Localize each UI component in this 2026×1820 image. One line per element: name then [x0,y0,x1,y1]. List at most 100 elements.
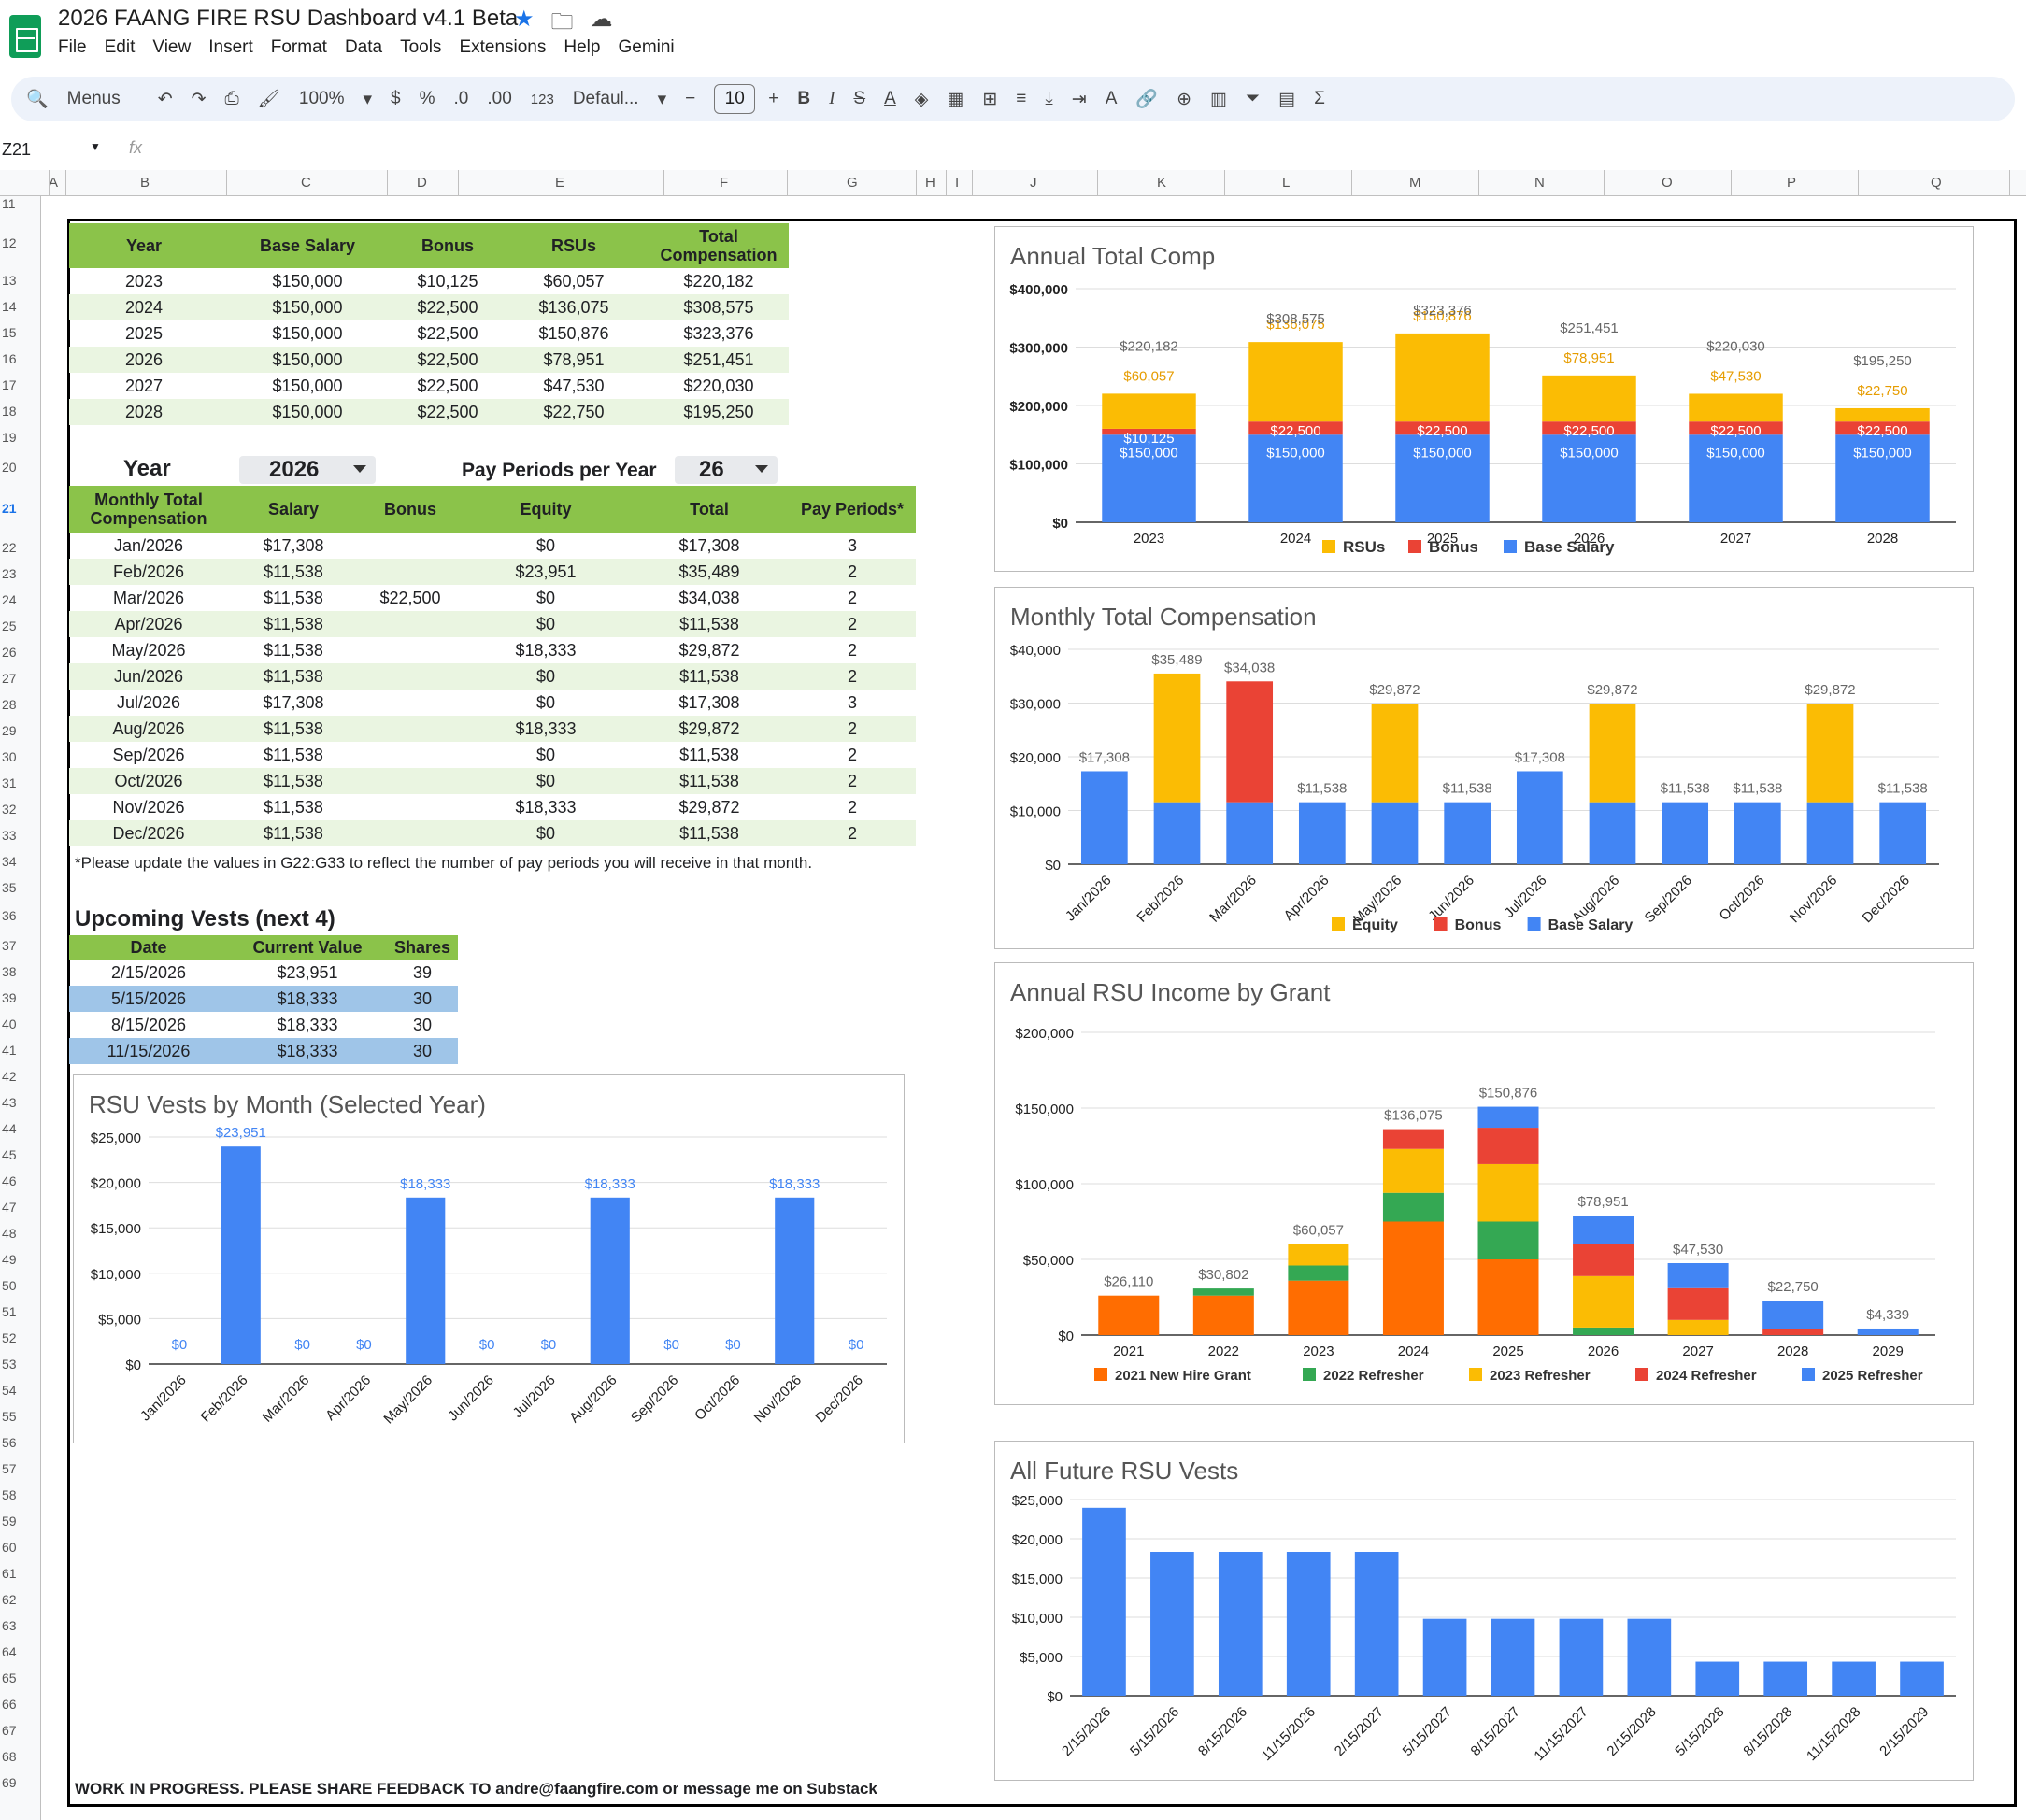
menu-gemini[interactable]: Gemini [618,37,675,57]
bar-segment[interactable] [1371,802,1419,864]
table-cell[interactable]: $18,333 [228,986,387,1012]
table-cell[interactable]: $0 [462,768,630,794]
all-future-rsu-vests-chart[interactable]: All Future RSU Vests $0 $5,000 $10,000 $15,0… [994,1441,1974,1781]
bar-segment[interactable] [1248,434,1343,522]
menus-search[interactable]: Menus [66,89,121,108]
bar-segment[interactable] [1444,802,1491,864]
table-cell[interactable]: Feb/2026 [69,559,228,585]
bar-segment[interactable] [1192,1288,1254,1296]
bar-segment[interactable] [1857,1328,1919,1335]
row-header[interactable]: 33 [2,828,17,843]
table-cell[interactable]: $29,872 [678,797,740,817]
increase-decimal-button[interactable]: .00 [487,89,512,108]
table-cell[interactable]: $0 [535,535,556,555]
bar-segment[interactable] [1835,434,1930,522]
bar-segment[interactable] [1102,393,1196,429]
bar-segment[interactable] [1153,802,1201,864]
bar-segment[interactable] [1382,1192,1444,1222]
text-color-button[interactable]: A [884,89,896,108]
table-cell[interactable]: 2 [789,663,916,690]
column-header[interactable]: C [301,175,311,191]
table-cell[interactable]: Nov/2026 [112,797,185,817]
increase-font-size-button[interactable]: + [768,89,779,108]
table-cell[interactable]: $18,333 [515,797,577,817]
fill-color-icon[interactable]: ◈ [914,89,929,109]
bar-segment[interactable] [1573,1275,1634,1328]
bar-segment[interactable] [1689,434,1783,522]
menu-file[interactable]: File [58,37,87,57]
insert-comment-icon[interactable]: ⊕ [1177,89,1191,109]
bar-segment[interactable] [1298,802,1346,864]
bar-segment[interactable] [1806,802,1854,864]
row-header[interactable]: 68 [2,1749,17,1764]
bar-segment[interactable] [1689,393,1783,422]
zoom-dropdown-icon[interactable]: ▾ [363,89,373,109]
table-cell[interactable] [359,663,462,690]
text-wrap-icon[interactable]: ⇥ [1071,89,1087,109]
bar-segment[interactable] [1286,1552,1331,1696]
bar-segment[interactable] [1288,1265,1349,1281]
currency-format-button[interactable]: $ [391,89,401,108]
row-header[interactable]: 16 [2,351,17,366]
table-cell[interactable]: Jan/2026 [113,535,184,555]
insert-link-icon[interactable]: 🔗 [1135,90,1159,109]
row-header[interactable]: 55 [2,1409,17,1424]
table-cell[interactable] [359,820,462,846]
year-dropdown[interactable]: 2026 [239,456,376,484]
row-header[interactable]: 13 [2,273,17,288]
menu-insert[interactable]: Insert [208,37,253,57]
table-cell[interactable]: $11,538 [228,611,359,637]
table-cell[interactable]: $11,538 [228,559,359,585]
bar-segment[interactable] [1382,1129,1444,1149]
table-cell[interactable]: $22,750 [499,399,649,425]
row-header[interactable]: 37 [2,938,17,953]
row-header[interactable]: 26 [2,645,17,660]
table-cell[interactable]: $35,489 [630,559,789,585]
table-cell[interactable]: $23,951 [277,962,338,982]
table-cell[interactable]: Jul/2026 [116,692,181,712]
functions-icon[interactable]: Σ [1314,89,1325,108]
table-cell[interactable]: Sep/2026 [112,745,185,764]
table-cell[interactable]: 2 [847,745,857,764]
row-header[interactable]: 41 [2,1043,17,1058]
bar-segment[interactable] [1371,704,1419,803]
table-cell[interactable]: 2026 [69,347,219,373]
bar-segment[interactable] [1288,1244,1349,1266]
table-cell[interactable]: 2 [789,559,916,585]
star-icon[interactable]: ★ [514,7,535,32]
table-cell[interactable]: 2 [847,640,857,660]
bar-segment[interactable] [1734,802,1781,864]
legend-label[interactable]: RSUs [1343,538,1385,556]
bar-segment[interactable] [1667,1319,1729,1335]
row-header[interactable]: 51 [2,1304,17,1319]
merge-cells-icon[interactable]: ⊞ [982,89,998,109]
decrease-font-size-button[interactable]: − [685,89,696,108]
bar-segment[interactable] [1559,1618,1604,1696]
table-cell[interactable]: 2 [789,611,916,637]
percent-format-button[interactable]: % [419,89,435,108]
table-cell[interactable]: $18,333 [277,1015,338,1034]
redo-icon[interactable]: ↷ [191,89,207,109]
bar-segment[interactable] [1226,681,1274,803]
bar-segment[interactable] [1573,1327,1634,1335]
table-cell[interactable] [359,716,462,742]
column-header[interactable]: H [925,175,935,191]
bar-segment[interactable] [1542,375,1636,422]
bar-segment[interactable] [1477,1221,1539,1260]
table-cell[interactable]: 2 [789,716,916,742]
bar-segment[interactable] [1542,421,1636,435]
row-header[interactable]: 12 [2,235,17,250]
table-cell[interactable]: $11,538 [264,797,323,817]
row-header[interactable]: 43 [2,1095,17,1110]
table-cell[interactable]: Apr/2026 [69,611,228,637]
row-header[interactable]: 60 [2,1540,17,1555]
name-box-dropdown-icon[interactable]: ▼ [90,140,101,153]
insert-chart-icon[interactable]: ▥ [1210,89,1227,109]
bar-segment[interactable] [1879,802,1927,864]
row-header[interactable]: 38 [2,964,17,979]
bar-segment[interactable] [1762,1329,1824,1335]
decrease-decimal-button[interactable]: .0 [453,89,469,108]
table-cell[interactable]: May/2026 [111,640,186,660]
row-header[interactable]: 42 [2,1069,17,1084]
row-header[interactable]: 21 [2,501,17,516]
